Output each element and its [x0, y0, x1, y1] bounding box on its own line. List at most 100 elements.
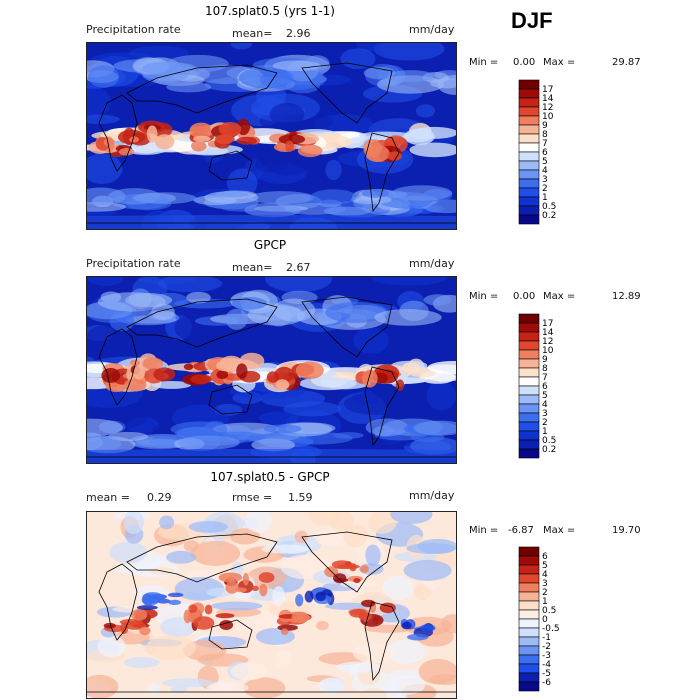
precip-region [230, 528, 261, 545]
colorbar-box [518, 196, 540, 207]
panel2-max-label: Max = [543, 291, 576, 302]
precip-region [382, 575, 414, 601]
colorbar-box [518, 618, 540, 629]
precip-region [130, 608, 148, 621]
colorbar-tick-label: -3 [542, 651, 551, 661]
precip-region [360, 565, 369, 573]
precip-region [413, 420, 456, 436]
precip-region [154, 134, 175, 150]
panel2-min-value: 0.00 [513, 291, 536, 302]
precip-region [139, 626, 151, 636]
precip-region [391, 185, 453, 201]
colorbar-tick-label: 1 [542, 427, 548, 437]
colorbar-tick-label: 1 [542, 193, 548, 203]
precip-region [204, 604, 213, 615]
colorbar-tick-label: 2 [542, 588, 548, 598]
colorbar-tick-label: 0.2 [542, 445, 556, 455]
precip-region [132, 439, 186, 450]
precip-region [215, 613, 235, 619]
precip-region [193, 616, 215, 630]
precip-region [230, 662, 268, 681]
colorbar-box [518, 627, 540, 638]
precip-region [323, 206, 371, 216]
precip-region [325, 159, 342, 180]
colorbar-box [518, 654, 540, 665]
colorbar-box [518, 439, 540, 450]
precip-region [294, 530, 308, 544]
colorbar-tick-label: 2 [542, 184, 548, 194]
precip-region [236, 136, 257, 145]
colorbar-tick-label: 8 [542, 364, 548, 374]
colorbar-tick-label: 7 [542, 373, 548, 383]
colorbar-tick-label: 4 [542, 400, 548, 410]
precip-region [87, 277, 124, 287]
colorbar-box [518, 349, 540, 360]
continent-outline [364, 366, 400, 447]
precip-region [251, 585, 259, 591]
precip-region [390, 512, 433, 524]
panel2-min-label: Min = [469, 291, 499, 302]
panel3-mean-value: 0.29 [147, 491, 172, 504]
panel3-map-svg [87, 512, 456, 698]
precip-region [339, 579, 379, 589]
panel1-min-value: 0.00 [513, 57, 536, 68]
precip-region [368, 512, 397, 534]
colorbar-box [518, 555, 540, 566]
precip-region [236, 363, 248, 379]
precip-region [168, 599, 181, 605]
precip-region [132, 365, 145, 380]
precip-region [225, 308, 248, 330]
panel3-min-label: Min = [469, 525, 499, 536]
continent-outline [126, 298, 278, 348]
precip-region [352, 643, 397, 664]
precip-region [166, 81, 212, 93]
colorbar-box [518, 582, 540, 593]
precip-region [374, 309, 442, 326]
precip-region [349, 608, 367, 618]
precip-region [373, 43, 445, 61]
colorbar-tick-label: 0.5 [542, 436, 556, 446]
precip-region [365, 145, 390, 163]
colorbar-tick-label: 6 [542, 382, 548, 392]
precip-region [87, 114, 120, 124]
colorbar-box [518, 609, 540, 620]
precip-region [410, 126, 456, 139]
continent-outline [301, 531, 393, 593]
precip-region [251, 438, 296, 452]
colorbar-tick-label: 14 [542, 94, 554, 104]
precip-region [387, 639, 425, 664]
panel1-mean-label: mean= [232, 27, 273, 40]
precip-region [130, 359, 140, 366]
precip-region [216, 370, 229, 380]
colorbar-tick-label: 10 [542, 346, 554, 356]
precip-region [231, 296, 268, 310]
precip-region [283, 401, 341, 417]
colorbar-tick-label: 1 [542, 597, 548, 607]
precip-region [124, 621, 146, 630]
precip-region [225, 581, 239, 594]
colorbar-box [518, 205, 540, 216]
precip-region [216, 134, 234, 145]
panel2-max-value: 12.89 [612, 291, 641, 302]
continent-outline [98, 94, 138, 172]
precip-region [97, 292, 166, 312]
precip-region [299, 376, 357, 391]
colorbar-box [518, 214, 540, 225]
precip-region [304, 590, 314, 603]
colorbar-tick-label: -1 [542, 633, 551, 643]
precip-region [315, 591, 327, 602]
precip-region [239, 352, 265, 370]
panel2-map-svg [87, 277, 456, 463]
colorbar-box [518, 645, 540, 656]
colorbar-box [518, 636, 540, 647]
precip-region [361, 599, 376, 608]
continent-outline [364, 601, 400, 682]
precip-region [120, 622, 129, 634]
colorbar-tick-label: 3 [542, 175, 548, 185]
precip-region [337, 564, 360, 570]
colorbar-tick-label: 9 [542, 355, 548, 365]
precip-region [146, 125, 158, 143]
